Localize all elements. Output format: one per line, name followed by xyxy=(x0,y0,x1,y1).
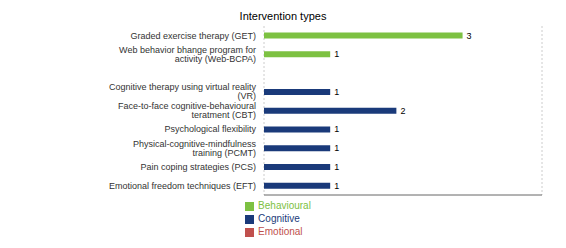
svg-text:1: 1 xyxy=(334,87,339,97)
svg-text:1: 1 xyxy=(334,124,339,134)
svg-text:1: 1 xyxy=(334,143,339,153)
svg-text:1: 1 xyxy=(334,49,339,59)
svg-text:1: 1 xyxy=(334,162,339,172)
html-text:Cognitive: Cognitive xyxy=(258,213,300,224)
svg-text:2: 2 xyxy=(400,106,405,116)
svg-text:Face-to-face cognitive-behavio: Face-to-face cognitive-behaviouralteratm… xyxy=(118,101,256,120)
html-text:Behavioural: Behavioural xyxy=(258,200,311,211)
svg-text:Physical-cognitive-mindfulness: Physical-cognitive-mindfulnesstraining (… xyxy=(133,139,257,158)
html-text:Emotional: Emotional xyxy=(258,226,303,237)
svg-text:1: 1 xyxy=(334,181,339,191)
svg-text:Pain coping strategies (PCS): Pain coping strategies (PCS) xyxy=(140,162,256,172)
svg-text:Web behavior bhange program fo: Web behavior bhange program foractivity … xyxy=(119,45,256,64)
svg-text:Emotional freedom techniques (: Emotional freedom techniques (EFT) xyxy=(109,181,256,191)
svg-text:Graded exercise therapy (GET): Graded exercise therapy (GET) xyxy=(130,31,256,41)
svg-text:Cognitive therapy using virtua: Cognitive therapy using virtual reality(… xyxy=(109,82,257,101)
svg-text:3: 3 xyxy=(467,31,472,41)
svg-text:Psychological flexibility: Psychological flexibility xyxy=(164,124,256,134)
html-text:Intervention types: Intervention types xyxy=(239,10,327,22)
